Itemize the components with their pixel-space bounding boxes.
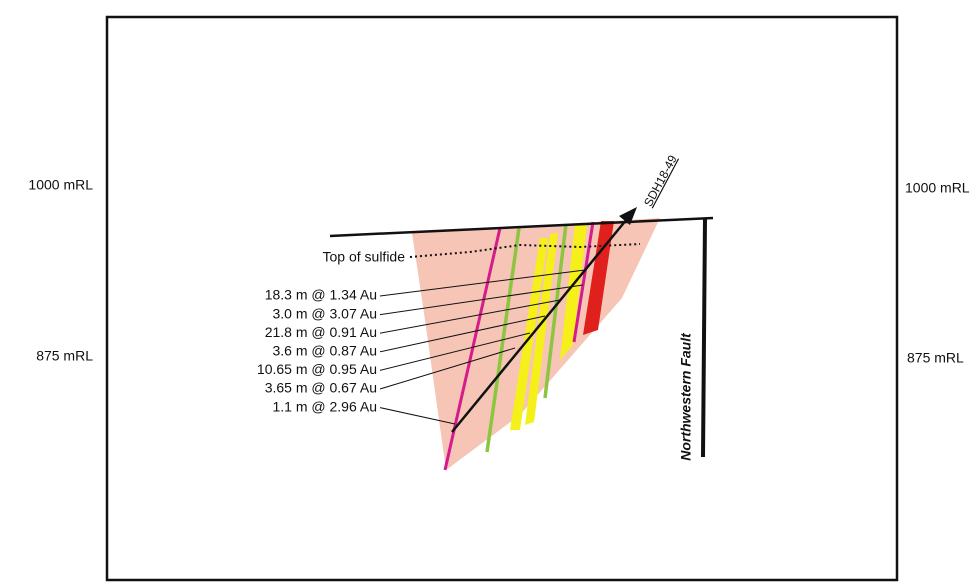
leader-line (379, 299, 561, 334)
elevation-label: 875 mRL (36, 348, 93, 364)
leader-line (379, 284, 584, 316)
elevation-label: 1000 mRL (905, 180, 970, 196)
vein-yellow (525, 233, 558, 425)
intercept-label: 1.1 m @ 2.96 Au (273, 398, 378, 414)
intercept-label: 3.0 m @ 3.07 Au (273, 305, 378, 321)
drill-arrow (619, 207, 637, 225)
leader-line (379, 269, 586, 297)
vein-magenta (572, 221, 595, 343)
elevation-label: 875 mRL (907, 350, 964, 366)
vein-yellow (560, 224, 587, 360)
fault-label: Northwestern Fault (678, 332, 694, 461)
leader-line (379, 347, 516, 390)
vein-green (543, 223, 568, 399)
frame (105, 15, 899, 582)
intercept-label: 3.65 m @ 0.67 Au (265, 380, 377, 396)
intercept-label: 18.3 m @ 1.34 Au (265, 287, 377, 303)
intercept-label: 21.8 m @ 0.91 Au (265, 324, 377, 340)
intercept-label: 3.6 m @ 0.87 Au (273, 343, 378, 359)
intercept-label: 10.65 m @ 0.95 Au (257, 361, 377, 377)
leader-line (379, 315, 546, 353)
vein-yellow (510, 238, 548, 430)
leader-line (379, 407, 456, 425)
drill-hole (451, 218, 628, 433)
drill-hole-label: SDH18-49 (641, 153, 680, 209)
topography (329, 216, 714, 238)
leader-line (379, 332, 531, 371)
vein-red (583, 221, 614, 335)
fault-line (701, 217, 707, 458)
sulfide-label: Top of sulfide (323, 249, 406, 265)
elevation-label: 1000 mRL (28, 177, 93, 193)
sulfide-line (409, 243, 641, 258)
